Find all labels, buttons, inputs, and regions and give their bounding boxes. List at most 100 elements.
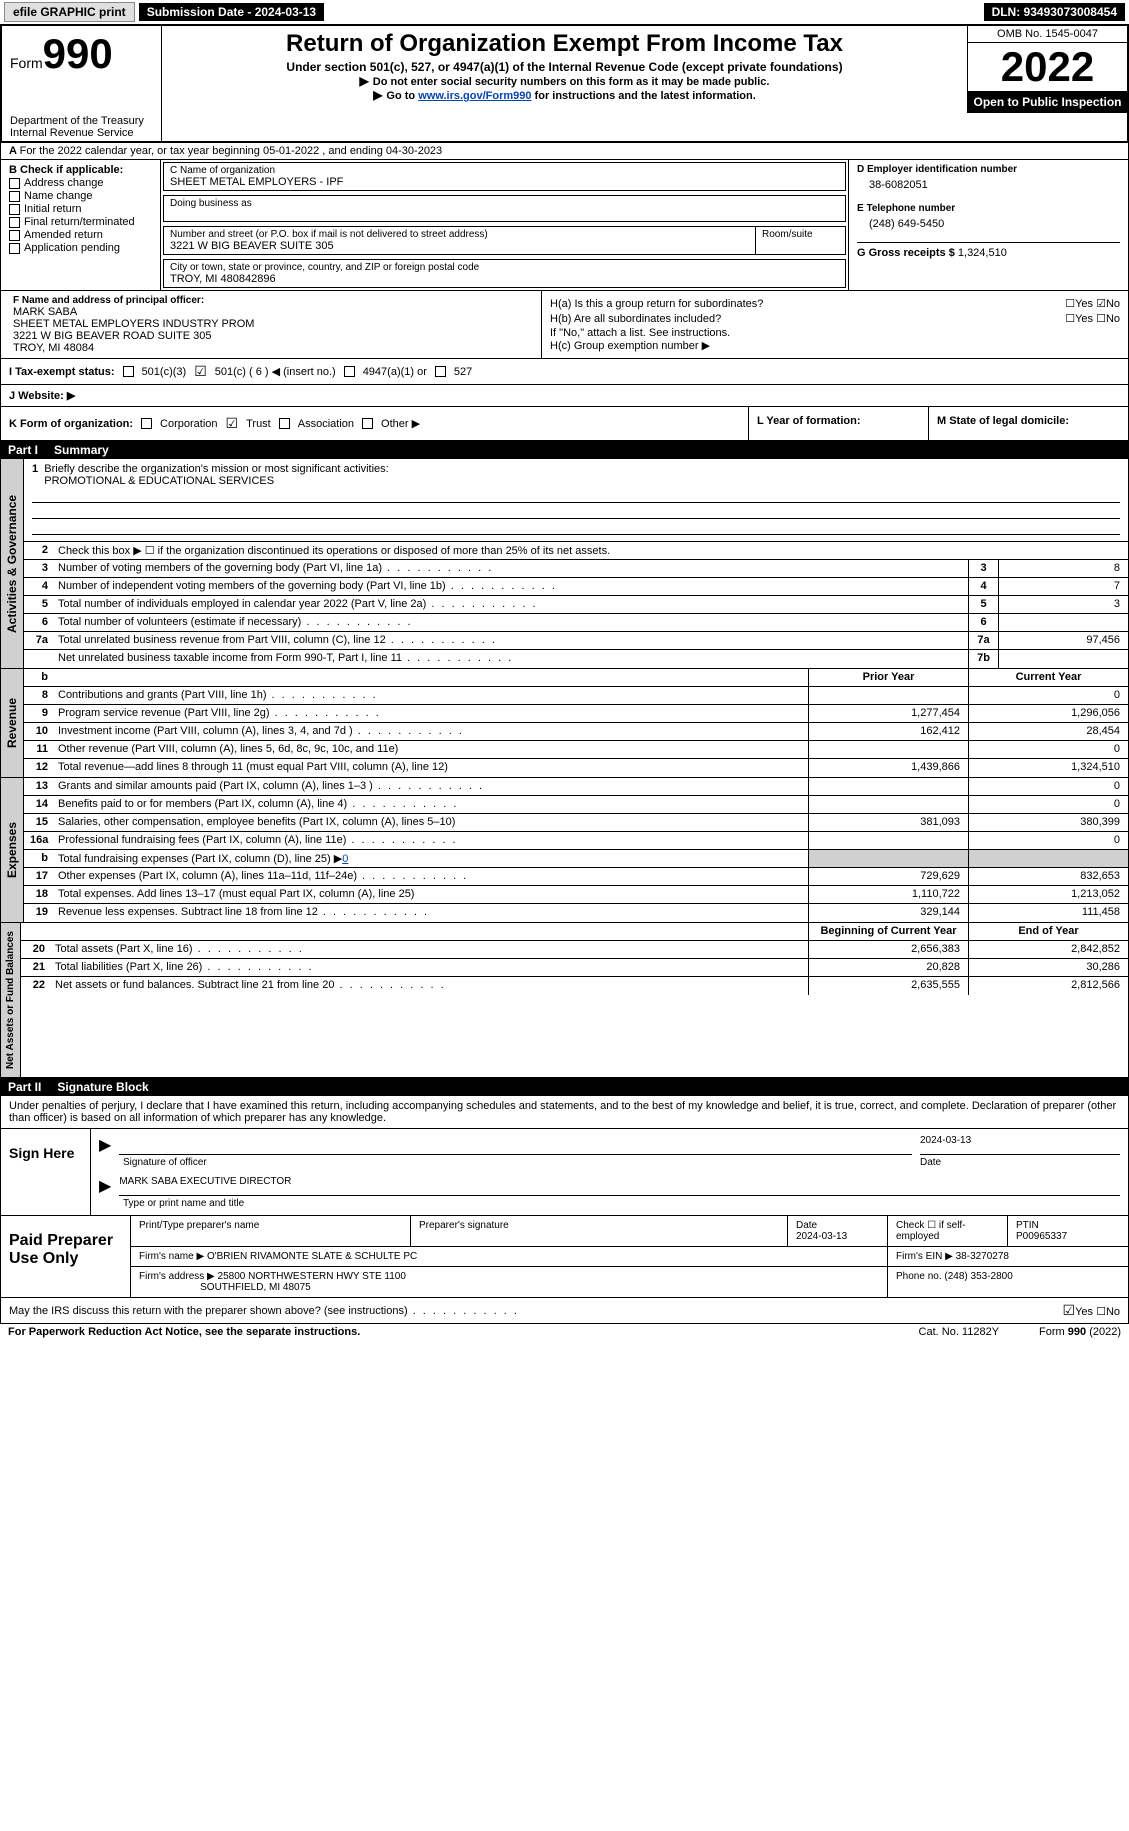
ln19: 19 xyxy=(24,904,54,922)
c22: 2,812,566 xyxy=(968,977,1128,995)
cb-501c-checked: ☑ xyxy=(194,363,207,380)
prep-date-cell: Date2024-03-13 xyxy=(788,1216,888,1246)
v7a: 97,456 xyxy=(998,632,1128,649)
line8-text: Contributions and grants (Part VIII, lin… xyxy=(54,687,808,704)
p20: 2,656,383 xyxy=(808,941,968,958)
c8: 0 xyxy=(968,687,1128,704)
addr-label: Number and street (or P.O. box if mail i… xyxy=(170,229,749,240)
p16a xyxy=(808,832,968,849)
sign-here-label: Sign Here xyxy=(1,1129,91,1215)
line22-text: Net assets or fund balances. Subtract li… xyxy=(51,977,808,995)
cb-name-change[interactable]: Name change xyxy=(9,190,152,202)
cn7b: 7b xyxy=(968,650,998,668)
cb-501c3[interactable] xyxy=(123,366,134,377)
c14: 0 xyxy=(968,796,1128,813)
line2-text: Check this box ▶ ☐ if the organization d… xyxy=(54,542,1128,559)
ln16b: b xyxy=(24,850,54,867)
v4: 7 xyxy=(998,578,1128,595)
vert-netassets: Net Assets or Fund Balances xyxy=(1,923,21,1077)
ln9: 9 xyxy=(24,705,54,722)
cb-other[interactable] xyxy=(362,418,373,429)
cn5: 5 xyxy=(968,596,998,613)
p11 xyxy=(808,741,968,758)
ln2: 2 xyxy=(24,542,54,559)
prep-sig-label: Preparer's signature xyxy=(411,1216,788,1246)
cb-application-pending[interactable]: Application pending xyxy=(9,242,152,254)
ln22: 22 xyxy=(21,977,51,995)
section-a-line: A For the 2022 calendar year, or tax yea… xyxy=(0,143,1129,160)
ln4: 4 xyxy=(24,578,54,595)
p14 xyxy=(808,796,968,813)
irs-link[interactable]: www.irs.gov/Form990 xyxy=(418,90,531,102)
ln13: 13 xyxy=(24,778,54,795)
cn3: 3 xyxy=(968,560,998,577)
website-row: J Website: ▶ xyxy=(0,385,1129,407)
cb-final-return[interactable]: Final return/terminated xyxy=(9,216,152,228)
vert-governance: Activities & Governance xyxy=(1,459,24,668)
ein-value: 38-6082051 xyxy=(869,179,1120,191)
v7b xyxy=(998,650,1128,668)
c10: 28,454 xyxy=(968,723,1128,740)
c15: 380,399 xyxy=(968,814,1128,831)
instruction-2: ▶Go to www.irs.gov/Form990 for instructi… xyxy=(170,88,959,102)
firm-name-cell: Firm's name ▶ O'BRIEN RIVAMONTE SLATE & … xyxy=(131,1247,888,1266)
line15-text: Salaries, other compensation, employee b… xyxy=(54,814,808,831)
c21: 30,286 xyxy=(968,959,1128,976)
mission-text: PROMOTIONAL & EDUCATIONAL SERVICES xyxy=(44,475,274,487)
c19: 111,458 xyxy=(968,904,1128,922)
sign-content: ▶2024-03-13 Signature of officerDate ▶MA… xyxy=(91,1129,1128,1215)
firm-ein-cell: Firm's EIN ▶ 38-3270278 xyxy=(888,1247,1128,1266)
ln18: 18 xyxy=(24,886,54,903)
cb-4947[interactable] xyxy=(344,366,355,377)
line3-text: Number of voting members of the governin… xyxy=(54,560,968,577)
col-d-ein: D Employer identification number 38-6082… xyxy=(848,160,1128,290)
cb-527[interactable] xyxy=(435,366,446,377)
p9: 1,277,454 xyxy=(808,705,968,722)
c-name-label: C Name of organization xyxy=(170,165,839,176)
cb-address-change[interactable]: Address change xyxy=(9,177,152,189)
cb-initial-return[interactable]: Initial return xyxy=(9,203,152,215)
p16b xyxy=(808,850,968,867)
org-name: SHEET METAL EMPLOYERS - IPF xyxy=(170,176,839,188)
room-label: Room/suite xyxy=(762,229,839,240)
penalty-statement: Under penalties of perjury, I declare th… xyxy=(1,1096,1128,1129)
officer-name: MARK SABA xyxy=(13,306,529,318)
date-label: Date xyxy=(920,1157,1120,1168)
ln11: 11 xyxy=(24,741,54,758)
exempt-status-row: I Tax-exempt status: 501(c)(3) ☑501(c) (… xyxy=(0,359,1129,385)
header-right: OMB No. 1545-0047 2022 Open to Public In… xyxy=(967,26,1127,113)
line7a-text: Total unrelated business revenue from Pa… xyxy=(54,632,968,649)
line7b-text: Net unrelated business taxable income fr… xyxy=(54,650,968,668)
org-name-box: C Name of organization SHEET METAL EMPLO… xyxy=(163,162,846,191)
ein-label: D Employer identification number xyxy=(857,164,1120,175)
cb-corporation[interactable] xyxy=(141,418,152,429)
sig-date: 2024-03-13 xyxy=(920,1135,1120,1155)
vert-revenue: Revenue xyxy=(1,669,24,777)
efile-print-button[interactable]: efile GRAPHIC print xyxy=(4,2,135,22)
officer-addr: 3221 W BIG BEAVER ROAD SUITE 305 xyxy=(13,330,529,342)
i-label: I Tax-exempt status: xyxy=(9,366,115,378)
subtitle: Under section 501(c), 527, or 4947(a)(1)… xyxy=(170,60,959,74)
line17-text: Other expenses (Part IX, column (A), lin… xyxy=(54,868,808,885)
ln14: 14 xyxy=(24,796,54,813)
c13: 0 xyxy=(968,778,1128,795)
b-label: B Check if applicable: xyxy=(9,164,152,176)
p10: 162,412 xyxy=(808,723,968,740)
p21: 20,828 xyxy=(808,959,968,976)
c20: 2,842,852 xyxy=(968,941,1128,958)
discuss-row: May the IRS discuss this return with the… xyxy=(0,1298,1129,1324)
cb-association[interactable] xyxy=(279,418,290,429)
paid-preparer-label: Paid Preparer Use Only xyxy=(1,1216,131,1297)
main-title: Return of Organization Exempt From Incom… xyxy=(170,30,959,58)
lnb: b xyxy=(24,669,54,686)
c16b xyxy=(968,850,1128,867)
f-label: F Name and address of principal officer: xyxy=(13,295,529,306)
line1: 1 Briefly describe the organization's mi… xyxy=(24,459,1128,542)
street-address-box: Number and street (or P.O. box if mail i… xyxy=(163,226,756,255)
p13 xyxy=(808,778,968,795)
cb-amended-return[interactable]: Amended return xyxy=(9,229,152,241)
form-org-box: K Form of organization: Corporation ☑Tru… xyxy=(1,407,748,440)
c11: 0 xyxy=(968,741,1128,758)
prep-name-label: Print/Type preparer's name xyxy=(131,1216,411,1246)
line16b-text: Total fundraising expenses (Part IX, col… xyxy=(54,850,808,867)
